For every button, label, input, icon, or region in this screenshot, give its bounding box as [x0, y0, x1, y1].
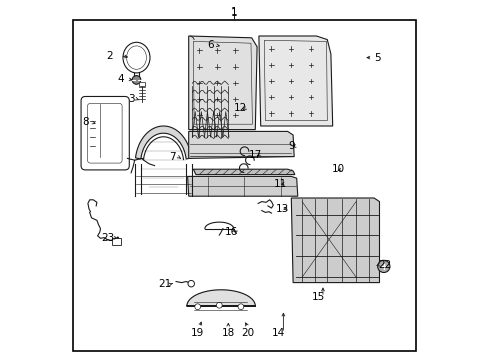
Text: 16: 16	[225, 227, 238, 237]
Polygon shape	[193, 169, 294, 175]
Text: 5: 5	[374, 53, 380, 63]
Text: 12: 12	[234, 103, 247, 113]
Polygon shape	[188, 36, 257, 130]
Text: 17: 17	[248, 150, 262, 160]
Bar	[139, 82, 145, 86]
Circle shape	[377, 260, 389, 273]
Text: 3: 3	[127, 94, 134, 104]
Text: 19: 19	[191, 328, 204, 338]
Text: 9: 9	[287, 141, 294, 151]
Text: 10: 10	[331, 164, 344, 174]
Text: 20: 20	[241, 328, 254, 338]
Circle shape	[132, 76, 141, 84]
Text: 7: 7	[169, 152, 176, 162]
Text: 13: 13	[275, 204, 288, 214]
Circle shape	[238, 304, 244, 310]
Text: 1: 1	[230, 8, 237, 18]
Text: 22: 22	[378, 260, 391, 270]
Text: 23: 23	[101, 233, 114, 243]
Text: 2: 2	[106, 51, 113, 61]
Text: 14: 14	[271, 328, 285, 338]
Polygon shape	[188, 131, 294, 158]
Text: 11: 11	[273, 179, 286, 189]
Text: 21: 21	[158, 279, 172, 289]
Text: 6: 6	[206, 40, 213, 50]
Circle shape	[194, 304, 200, 310]
Polygon shape	[187, 176, 297, 196]
Text: 4: 4	[117, 74, 123, 84]
Circle shape	[216, 302, 222, 308]
FancyBboxPatch shape	[81, 96, 129, 170]
Polygon shape	[291, 198, 379, 283]
Ellipse shape	[123, 42, 150, 73]
Polygon shape	[135, 126, 191, 159]
Text: 1: 1	[230, 6, 237, 17]
Text: 15: 15	[311, 292, 324, 302]
Text: 18: 18	[221, 328, 234, 338]
Circle shape	[187, 280, 194, 287]
Polygon shape	[258, 36, 332, 126]
Polygon shape	[186, 290, 255, 306]
Bar	[112, 238, 121, 245]
Text: 8: 8	[82, 117, 88, 127]
